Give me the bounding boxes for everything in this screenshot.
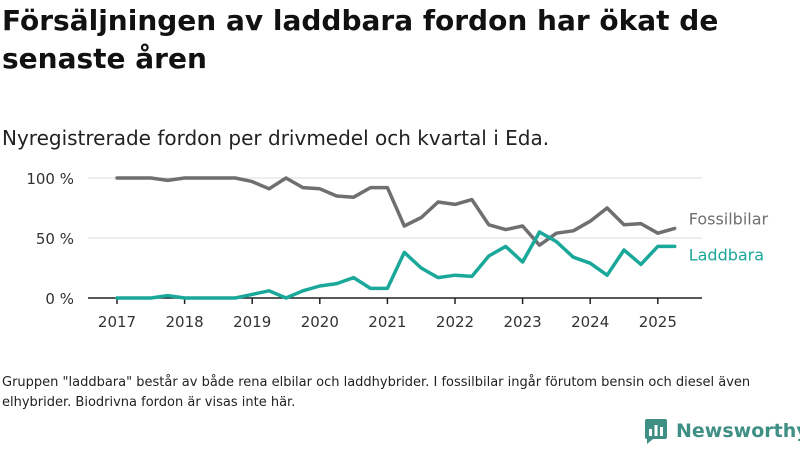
chart-title: Försäljningen av laddbara fordon har öka… (2, 4, 719, 75)
x-tick-label: 2019 (233, 313, 271, 331)
x-tick-label: 2017 (98, 313, 136, 331)
footnote: Gruppen "laddbara" består av både rena e… (2, 375, 751, 410)
series-line-fossilbilar (115, 176, 677, 247)
y-tick-label: 50 % (36, 230, 74, 248)
x-tick-label: 2021 (368, 313, 406, 331)
x-tick-label: 2020 (301, 313, 339, 331)
brand-name: Newsworthy (676, 420, 800, 442)
chart-subtitle: Nyregistrerade fordon per drivmedel och … (2, 126, 550, 150)
x-tick-label: 2018 (166, 313, 204, 331)
series-label-fossilbilar: Fossilbilar (689, 209, 769, 228)
series-label-laddbara: Laddbara (689, 245, 764, 264)
series-labels: Fossilbilar Laddbara (689, 209, 769, 264)
line-chart: 0 % 50 % 100 % 2017 2018 2019 2020 2021 2022 2023… (26, 170, 769, 331)
x-tick-label: 2022 (436, 313, 474, 331)
series-lines (115, 176, 677, 300)
y-tick-label: 0 % (45, 290, 74, 308)
x-tick-label: 2025 (639, 313, 677, 331)
x-tick-label: 2024 (571, 313, 609, 331)
x-tick-label: 2023 (504, 313, 542, 331)
y-tick-label: 100 % (26, 170, 74, 188)
newsworthy-logo-icon (645, 419, 667, 444)
brand: Newsworthy (644, 418, 800, 444)
axes: 0 % 50 % 100 % 2017 2018 2019 2020 2021 2022 2023… (26, 170, 702, 331)
series-line-laddbara (115, 230, 677, 300)
